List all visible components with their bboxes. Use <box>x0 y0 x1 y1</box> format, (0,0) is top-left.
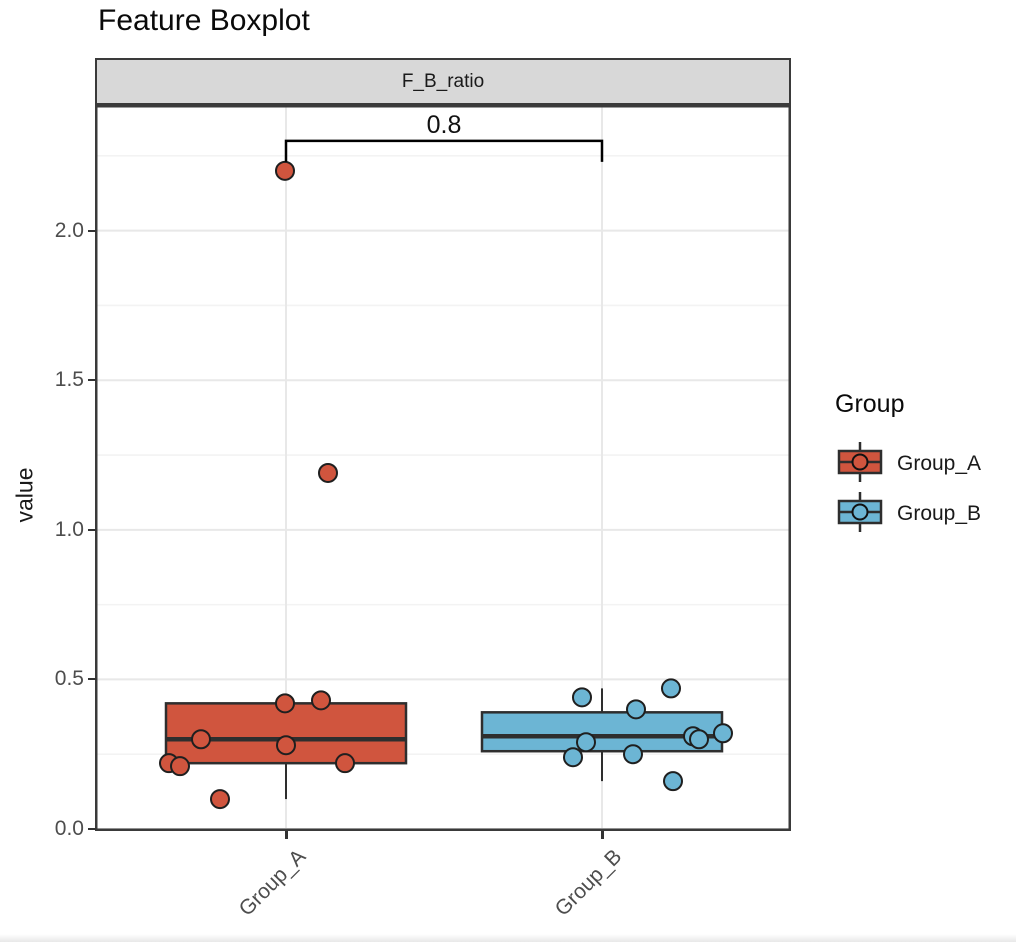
window-bottom-edge <box>0 934 1016 942</box>
box-group_b <box>480 711 724 753</box>
y-tick-mark <box>88 379 96 382</box>
legend-item-group-a: Group_A <box>835 441 981 487</box>
data-point <box>663 771 683 792</box>
y-tick-label: 0.5 <box>54 667 84 691</box>
x-tick-mark <box>600 831 604 839</box>
data-point <box>170 756 190 777</box>
page-title: Feature Boxplot <box>98 4 310 37</box>
y-tick-label: 2.0 <box>54 218 84 242</box>
x-tick-mark <box>284 831 288 839</box>
data-point <box>689 729 709 750</box>
data-point <box>563 747 583 768</box>
y-tick-label: 0.0 <box>54 817 84 840</box>
data-point <box>661 678 681 699</box>
data-point <box>275 693 295 714</box>
y-tick-mark <box>88 229 96 232</box>
data-point <box>335 753 355 774</box>
panel-border <box>95 105 791 831</box>
y-tick-label: 1.5 <box>54 368 84 392</box>
data-point <box>572 687 592 708</box>
legend-title: Group <box>835 390 905 418</box>
legend-item-label: Group_A <box>897 452 982 475</box>
data-point <box>623 744 643 765</box>
legend-item-label: Group_B <box>897 502 982 525</box>
data-point <box>576 732 596 753</box>
boxplot-canvas: 0.8 <box>95 105 791 831</box>
data-point <box>318 462 338 483</box>
data-point <box>276 735 296 756</box>
legend-item-group-b: Group_B <box>835 491 981 537</box>
legend: Group Group_A Group_B <box>835 390 981 541</box>
facet-strip: F_B_ratio <box>95 58 791 105</box>
data-point <box>311 690 331 711</box>
x-tick-label: Group_A <box>234 845 311 921</box>
y-tick-mark <box>88 678 96 681</box>
significance-label: 0.8 <box>427 111 462 139</box>
data-point <box>713 723 733 744</box>
boxplot-key-icon <box>835 489 885 540</box>
significance-bracket <box>284 139 604 162</box>
x-tick-label: Group_B <box>550 845 627 921</box>
data-point <box>626 699 646 720</box>
boxplot-key-icon <box>835 439 885 490</box>
data-point <box>210 789 230 810</box>
chart-panel: 0.8 <box>95 105 791 831</box>
y-tick-label: 1.0 <box>54 517 84 541</box>
y-tick-mark <box>88 528 96 531</box>
data-point <box>191 729 211 750</box>
y-axis-title: value <box>11 467 38 523</box>
y-tick-mark <box>88 828 96 830</box>
facet-strip-label: F_B_ratio <box>401 70 485 92</box>
data-point <box>275 160 295 181</box>
